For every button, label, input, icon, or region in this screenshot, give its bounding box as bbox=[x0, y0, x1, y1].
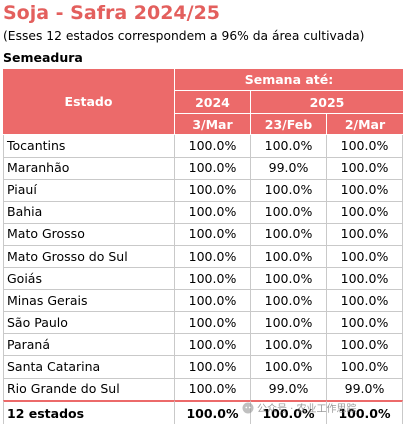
value-2025a-cell: 99.0% bbox=[251, 378, 327, 401]
watermark-text: 公众号 · 农业工作思踪 bbox=[257, 404, 357, 415]
state-name-cell: Maranhão bbox=[3, 157, 175, 180]
header-col-2024-date: 3/Mar bbox=[175, 114, 251, 135]
total-2025b-cell: 100.0% bbox=[327, 400, 403, 424]
state-name-cell: São Paulo bbox=[3, 311, 175, 335]
value-2025a-cell: 100.0% bbox=[251, 245, 327, 269]
header-col-2025b-date: 2/Mar bbox=[327, 114, 403, 135]
value-2024-cell: 100.0% bbox=[175, 201, 251, 224]
value-2025b-cell: 100.0% bbox=[327, 333, 403, 357]
value-2025a-cell: 100.0% bbox=[251, 289, 327, 313]
value-2024-cell: 100.0% bbox=[175, 356, 251, 379]
value-2024-cell: 100.0% bbox=[175, 223, 251, 246]
value-2025b-cell: 100.0% bbox=[327, 157, 403, 180]
state-name-cell: Minas Gerais bbox=[3, 289, 175, 313]
total-label-cell: 12 estados bbox=[3, 400, 175, 424]
state-name-cell: Piauí bbox=[3, 179, 175, 202]
value-2025b-cell: 100.0% bbox=[327, 245, 403, 269]
value-2025b-cell: 100.0% bbox=[327, 356, 403, 379]
value-2025a-cell: 100.0% bbox=[251, 267, 327, 291]
value-2025b-cell: 100.0% bbox=[327, 289, 403, 313]
value-2024-cell: 100.0% bbox=[175, 135, 251, 158]
state-name-cell: Bahia bbox=[3, 201, 175, 224]
page-title: Soja - Safra 2024/25 bbox=[3, 2, 221, 24]
total-2024-cell: 100.0% bbox=[175, 400, 251, 424]
state-name-cell: Tocantins bbox=[3, 135, 175, 158]
value-2024-cell: 100.0% bbox=[175, 245, 251, 269]
header-year-2025: 2025 bbox=[251, 91, 403, 114]
value-2025b-cell: 100.0% bbox=[327, 201, 403, 224]
value-2025a-cell: 100.0% bbox=[251, 333, 327, 357]
value-2025a-cell: 100.0% bbox=[251, 201, 327, 224]
state-name-cell: Paraná bbox=[3, 333, 175, 357]
wechat-logo-icon bbox=[242, 402, 254, 414]
value-2025b-cell: 100.0% bbox=[327, 311, 403, 335]
state-name-cell: Santa Catarina bbox=[3, 356, 175, 379]
value-2025b-cell: 100.0% bbox=[327, 135, 403, 158]
state-name-cell: Rio Grande do Sul bbox=[3, 378, 175, 401]
value-2025a-cell: 100.0% bbox=[251, 223, 327, 246]
header-year-2024: 2024 bbox=[175, 91, 251, 114]
total-2025a-cell: 100.0% bbox=[251, 400, 327, 424]
value-2024-cell: 100.0% bbox=[175, 378, 251, 401]
value-2024-cell: 100.0% bbox=[175, 311, 251, 335]
value-2024-cell: 100.0% bbox=[175, 289, 251, 313]
watermark: 公众号 · 农业工作思踪 bbox=[242, 402, 357, 418]
header-estado: Estado bbox=[3, 69, 175, 135]
header-semana: Semana até: bbox=[175, 69, 403, 91]
value-2024-cell: 100.0% bbox=[175, 333, 251, 357]
state-name-cell: Mato Grosso bbox=[3, 223, 175, 246]
value-2025b-cell: 100.0% bbox=[327, 223, 403, 246]
value-2024-cell: 100.0% bbox=[175, 157, 251, 180]
header-col-2025a-date: 23/Feb bbox=[251, 114, 327, 135]
value-2025a-cell: 100.0% bbox=[251, 356, 327, 379]
value-2025a-cell: 99.0% bbox=[251, 157, 327, 180]
value-2025b-cell: 99.0% bbox=[327, 378, 403, 401]
state-name-cell: Mato Grosso do Sul bbox=[3, 245, 175, 269]
section-label: Semeadura bbox=[3, 50, 83, 65]
data-table: Estado Semana até: 2024 2025 3/Mar 23/Feb 2/Ma… bbox=[3, 69, 403, 424]
page-subtitle: (Esses 12 estados correspondem a 96% da … bbox=[3, 29, 365, 43]
value-2025a-cell: 100.0% bbox=[251, 179, 327, 202]
value-2025b-cell: 100.0% bbox=[327, 179, 403, 202]
value-2025a-cell: 100.0% bbox=[251, 135, 327, 158]
value-2025b-cell: 100.0% bbox=[327, 267, 403, 291]
value-2024-cell: 100.0% bbox=[175, 179, 251, 202]
value-2024-cell: 100.0% bbox=[175, 267, 251, 291]
value-2025a-cell: 100.0% bbox=[251, 311, 327, 335]
state-name-cell: Goiás bbox=[3, 267, 175, 291]
